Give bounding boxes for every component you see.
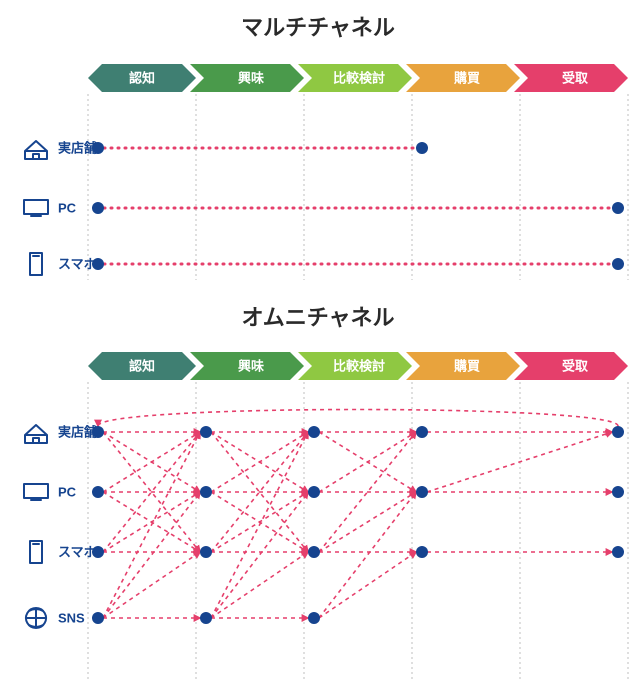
pc-icon [24, 200, 48, 216]
flow-node [92, 546, 104, 558]
channel-label: 実店舗 [58, 141, 97, 156]
stage-label: 購買 [453, 71, 480, 86]
flow-node [612, 202, 624, 214]
flow-node [92, 202, 104, 214]
channel-store: 実店舗 [25, 425, 97, 444]
flow-node [416, 426, 428, 438]
diagram-canvas: マルチチャネル認知興味比較検討購買受取実店舗PCスマホオムニチャネル認知興味比較… [0, 0, 636, 690]
store-icon [25, 425, 47, 443]
stage-chevron: 比較検討 [298, 64, 412, 92]
flow-node [200, 486, 212, 498]
stage-chevron: 興味 [190, 352, 304, 380]
store-icon [25, 141, 47, 159]
flow-node [308, 426, 320, 438]
flow-node [200, 546, 212, 558]
stage-label: 興味 [238, 359, 264, 374]
channel-phone: スマホ [30, 253, 97, 275]
channel-label: スマホ [58, 257, 97, 272]
flow-node [416, 546, 428, 558]
channel-label: スマホ [58, 545, 97, 560]
channel-label: 実店舗 [58, 425, 97, 440]
phone-icon [30, 253, 42, 275]
flow-edge [103, 552, 200, 618]
channel-label: PC [58, 485, 77, 500]
stage-label: 認知 [129, 359, 155, 374]
stage-label: 比較検討 [333, 71, 385, 86]
flow-edge [211, 492, 308, 618]
flow-node [308, 546, 320, 558]
sns-icon [26, 608, 46, 628]
stage-chevron: 比較検討 [298, 352, 412, 380]
channel-sns: SNS [26, 608, 85, 628]
section-title: オムニチャネル [241, 305, 394, 330]
stage-label: 比較検討 [333, 359, 385, 374]
flow-edge [319, 552, 416, 618]
page: マルチチャネル認知興味比較検討購買受取実店舗PCスマホオムニチャネル認知興味比較… [0, 0, 636, 690]
flow-node [200, 612, 212, 624]
stage-chevron: 受取 [514, 352, 628, 380]
phone-icon [30, 541, 42, 563]
channel-pc: PC [24, 200, 77, 216]
stage-chevron: 購買 [406, 64, 520, 92]
channel-label: SNS [58, 611, 85, 626]
flow-node [308, 486, 320, 498]
stage-chevron: 購買 [406, 352, 520, 380]
flow-node [416, 142, 428, 154]
flow-node [92, 142, 104, 154]
flow-edge [103, 492, 200, 618]
channel-label: PC [58, 201, 77, 216]
stage-chevron: 受取 [514, 64, 628, 92]
flow-node [92, 426, 104, 438]
flow-edge [103, 432, 200, 618]
flow-node [612, 486, 624, 498]
flow-node [200, 426, 212, 438]
flow-edge [319, 492, 416, 552]
stage-chevron: 認知 [88, 64, 196, 92]
stage-chevron: 認知 [88, 352, 196, 380]
flow-node [416, 486, 428, 498]
flow-node [92, 258, 104, 270]
flow-node [612, 546, 624, 558]
flow-node [612, 426, 624, 438]
flow-edge-loop [98, 410, 618, 427]
stage-label: 受取 [562, 359, 589, 374]
flow-node [92, 612, 104, 624]
stage-chevron: 興味 [190, 64, 304, 92]
pc-icon [24, 484, 48, 500]
channel-pc: PC [24, 484, 77, 500]
section-title: マルチチャネル [241, 15, 395, 40]
flow-node [308, 612, 320, 624]
flow-edge [211, 552, 308, 618]
stage-label: 興味 [238, 71, 264, 86]
flow-edge [319, 492, 416, 618]
channel-store: 実店舗 [25, 141, 97, 160]
flow-node [612, 258, 624, 270]
flow-node [92, 486, 104, 498]
channel-phone: スマホ [30, 541, 97, 563]
stage-label: 受取 [562, 71, 589, 86]
flow-edge [211, 432, 308, 618]
stage-label: 認知 [129, 71, 155, 86]
stage-label: 購買 [453, 359, 480, 374]
